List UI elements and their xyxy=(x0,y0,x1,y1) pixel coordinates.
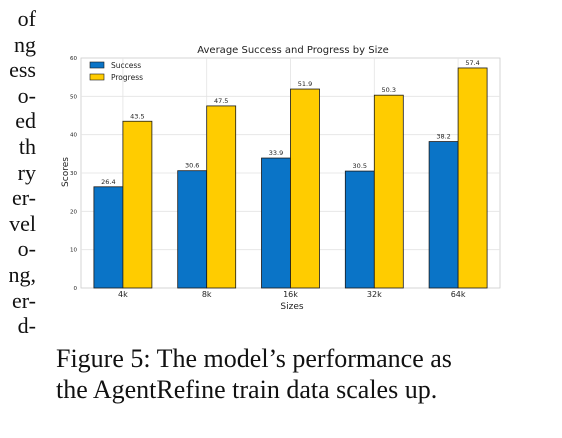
y-tick-label: 60 xyxy=(70,56,77,62)
bar-value-label: 57.4 xyxy=(465,59,479,67)
x-tick-label: 16k xyxy=(283,290,298,299)
y-tick-label: 20 xyxy=(70,209,77,215)
text-fragment: ed xyxy=(15,108,36,134)
bar-value-label: 30.6 xyxy=(185,162,199,170)
bar-value-label: 47.5 xyxy=(214,97,228,105)
bar-success xyxy=(93,186,124,289)
text-fragment: ng xyxy=(14,31,36,57)
legend-swatch-success xyxy=(89,61,105,69)
text-fragment: er- xyxy=(12,287,36,313)
legend-label-progress: Progress xyxy=(111,73,143,82)
legend: Success Progress xyxy=(89,61,143,82)
x-axis-label: Sizes xyxy=(280,302,303,312)
y-tick-label: 10 xyxy=(70,248,77,254)
text-fragment: ng, xyxy=(8,261,37,287)
bar-value-label: 26.4 xyxy=(101,178,115,186)
bar-progress xyxy=(122,120,153,289)
text-fragment: ess xyxy=(9,57,36,83)
bar-value-label: 38.2 xyxy=(436,133,450,141)
axes: 0 10 20 30 40 50 60 4k 8k 16k 32k 64k xyxy=(70,56,466,299)
bar-value-label: 51.9 xyxy=(298,80,312,88)
bar-value-label: 50.3 xyxy=(382,86,396,94)
bar-success xyxy=(177,170,208,289)
bar-value-label: 30.5 xyxy=(353,162,367,170)
left-column-text-fragments: of ng ess o- ed th ry er- vel o- ng, er-… xyxy=(6,6,37,339)
legend-swatch-progress xyxy=(89,73,105,81)
bar-progress xyxy=(206,105,237,289)
x-tick-label: 32k xyxy=(367,290,382,299)
caption-line-2: the AgentRefine train data scales up. xyxy=(56,375,438,404)
figure-caption: Figure 5: The model’s performance as the… xyxy=(56,343,546,405)
text-fragment: th xyxy=(18,133,36,159)
bar-progress xyxy=(290,88,320,289)
text-fragment: d- xyxy=(17,313,36,339)
bar-progress xyxy=(373,94,404,289)
bar-value-label: 43.5 xyxy=(130,112,144,120)
bar-success xyxy=(344,170,375,289)
text-fragment: ry xyxy=(17,159,36,185)
legend-label-success: Success xyxy=(111,61,141,70)
text-fragment: o- xyxy=(17,236,36,262)
bar-success xyxy=(428,141,459,289)
y-tick-label: 0 xyxy=(74,286,78,292)
text-fragment: vel xyxy=(9,210,36,236)
text-fragment: o- xyxy=(17,82,36,108)
bar-progress xyxy=(457,67,488,289)
text-fragment: of xyxy=(17,6,36,31)
bars: 26.4 43.5 30.6 47.5 33.9 51.9 30.5 50.3 38.2 57.4 xyxy=(93,59,488,289)
text-fragment: er- xyxy=(12,185,36,211)
x-tick-label: 4k xyxy=(118,290,128,299)
x-tick-label: 64k xyxy=(451,290,466,299)
bar-value-label: 33.9 xyxy=(269,149,283,157)
y-axis-label: Scores xyxy=(61,157,71,187)
bar-chart: Average Success and Progress by Size 26.… xyxy=(61,45,501,312)
caption-line-1: Figure 5: The model’s performance as xyxy=(56,344,452,373)
bar-success xyxy=(261,157,291,289)
y-tick-label: 40 xyxy=(70,133,77,139)
chart-title: Average Success and Progress by Size xyxy=(197,45,389,56)
y-tick-label: 50 xyxy=(70,94,77,100)
y-tick-label: 30 xyxy=(70,171,77,177)
x-tick-label: 8k xyxy=(202,290,212,299)
